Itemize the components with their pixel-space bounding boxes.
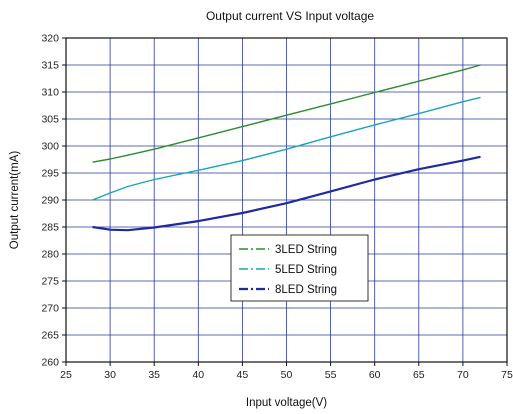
x-tick-label: 70	[457, 369, 469, 381]
series-line-1	[92, 64, 481, 163]
x-tick-label: 40	[192, 369, 204, 381]
y-tick-label: 280	[41, 249, 59, 261]
series-lines	[92, 64, 481, 232]
grid-lines	[66, 38, 507, 362]
y-tick-label: 285	[41, 222, 59, 234]
legend-label: 3LED String	[275, 244, 337, 256]
series-line-2	[92, 96, 481, 201]
legend-label: 5LED String	[275, 264, 337, 276]
legend-label: 8LED String	[275, 284, 337, 296]
y-tick-label: 305	[41, 114, 59, 126]
y-tick-label: 270	[41, 303, 59, 315]
chart-title: Output current VS Input voltage	[206, 9, 374, 23]
y-axis-label: Output current(mA)	[9, 151, 21, 250]
x-tick-label: 45	[237, 369, 249, 381]
series-line-3	[92, 155, 481, 232]
x-tick-label: 75	[501, 369, 513, 381]
x-tick-label: 60	[369, 369, 381, 381]
y-tick-label: 265	[41, 330, 59, 342]
y-tick-label: 295	[41, 168, 59, 180]
y-tick-label: 310	[41, 87, 59, 99]
x-tick-label: 50	[281, 369, 293, 381]
x-tick-label: 55	[325, 369, 337, 381]
y-tick-label: 290	[41, 195, 59, 207]
axis-ticks	[62, 37, 508, 366]
y-tick-label: 315	[41, 60, 59, 72]
y-tick-label: 300	[41, 141, 59, 153]
legend: 3LED String 5LED String 8LED String	[230, 234, 369, 302]
y-tick-labels: 260 265 270 275 280 285 290 295 300 305 310 315 320	[41, 33, 59, 369]
x-tick-label: 30	[104, 369, 116, 381]
x-tick-label: 35	[148, 369, 160, 381]
x-axis-label: Input voltage(V)	[246, 397, 327, 409]
x-tick-label: 65	[413, 369, 425, 381]
x-tick-labels: 25 30 35 40 45 50 55 60 65 70 75	[60, 369, 513, 381]
y-tick-label: 320	[41, 33, 59, 45]
legend-box	[230, 234, 369, 302]
y-tick-label: 260	[41, 357, 59, 369]
x-tick-label: 25	[60, 369, 72, 381]
y-tick-label: 275	[41, 276, 59, 288]
